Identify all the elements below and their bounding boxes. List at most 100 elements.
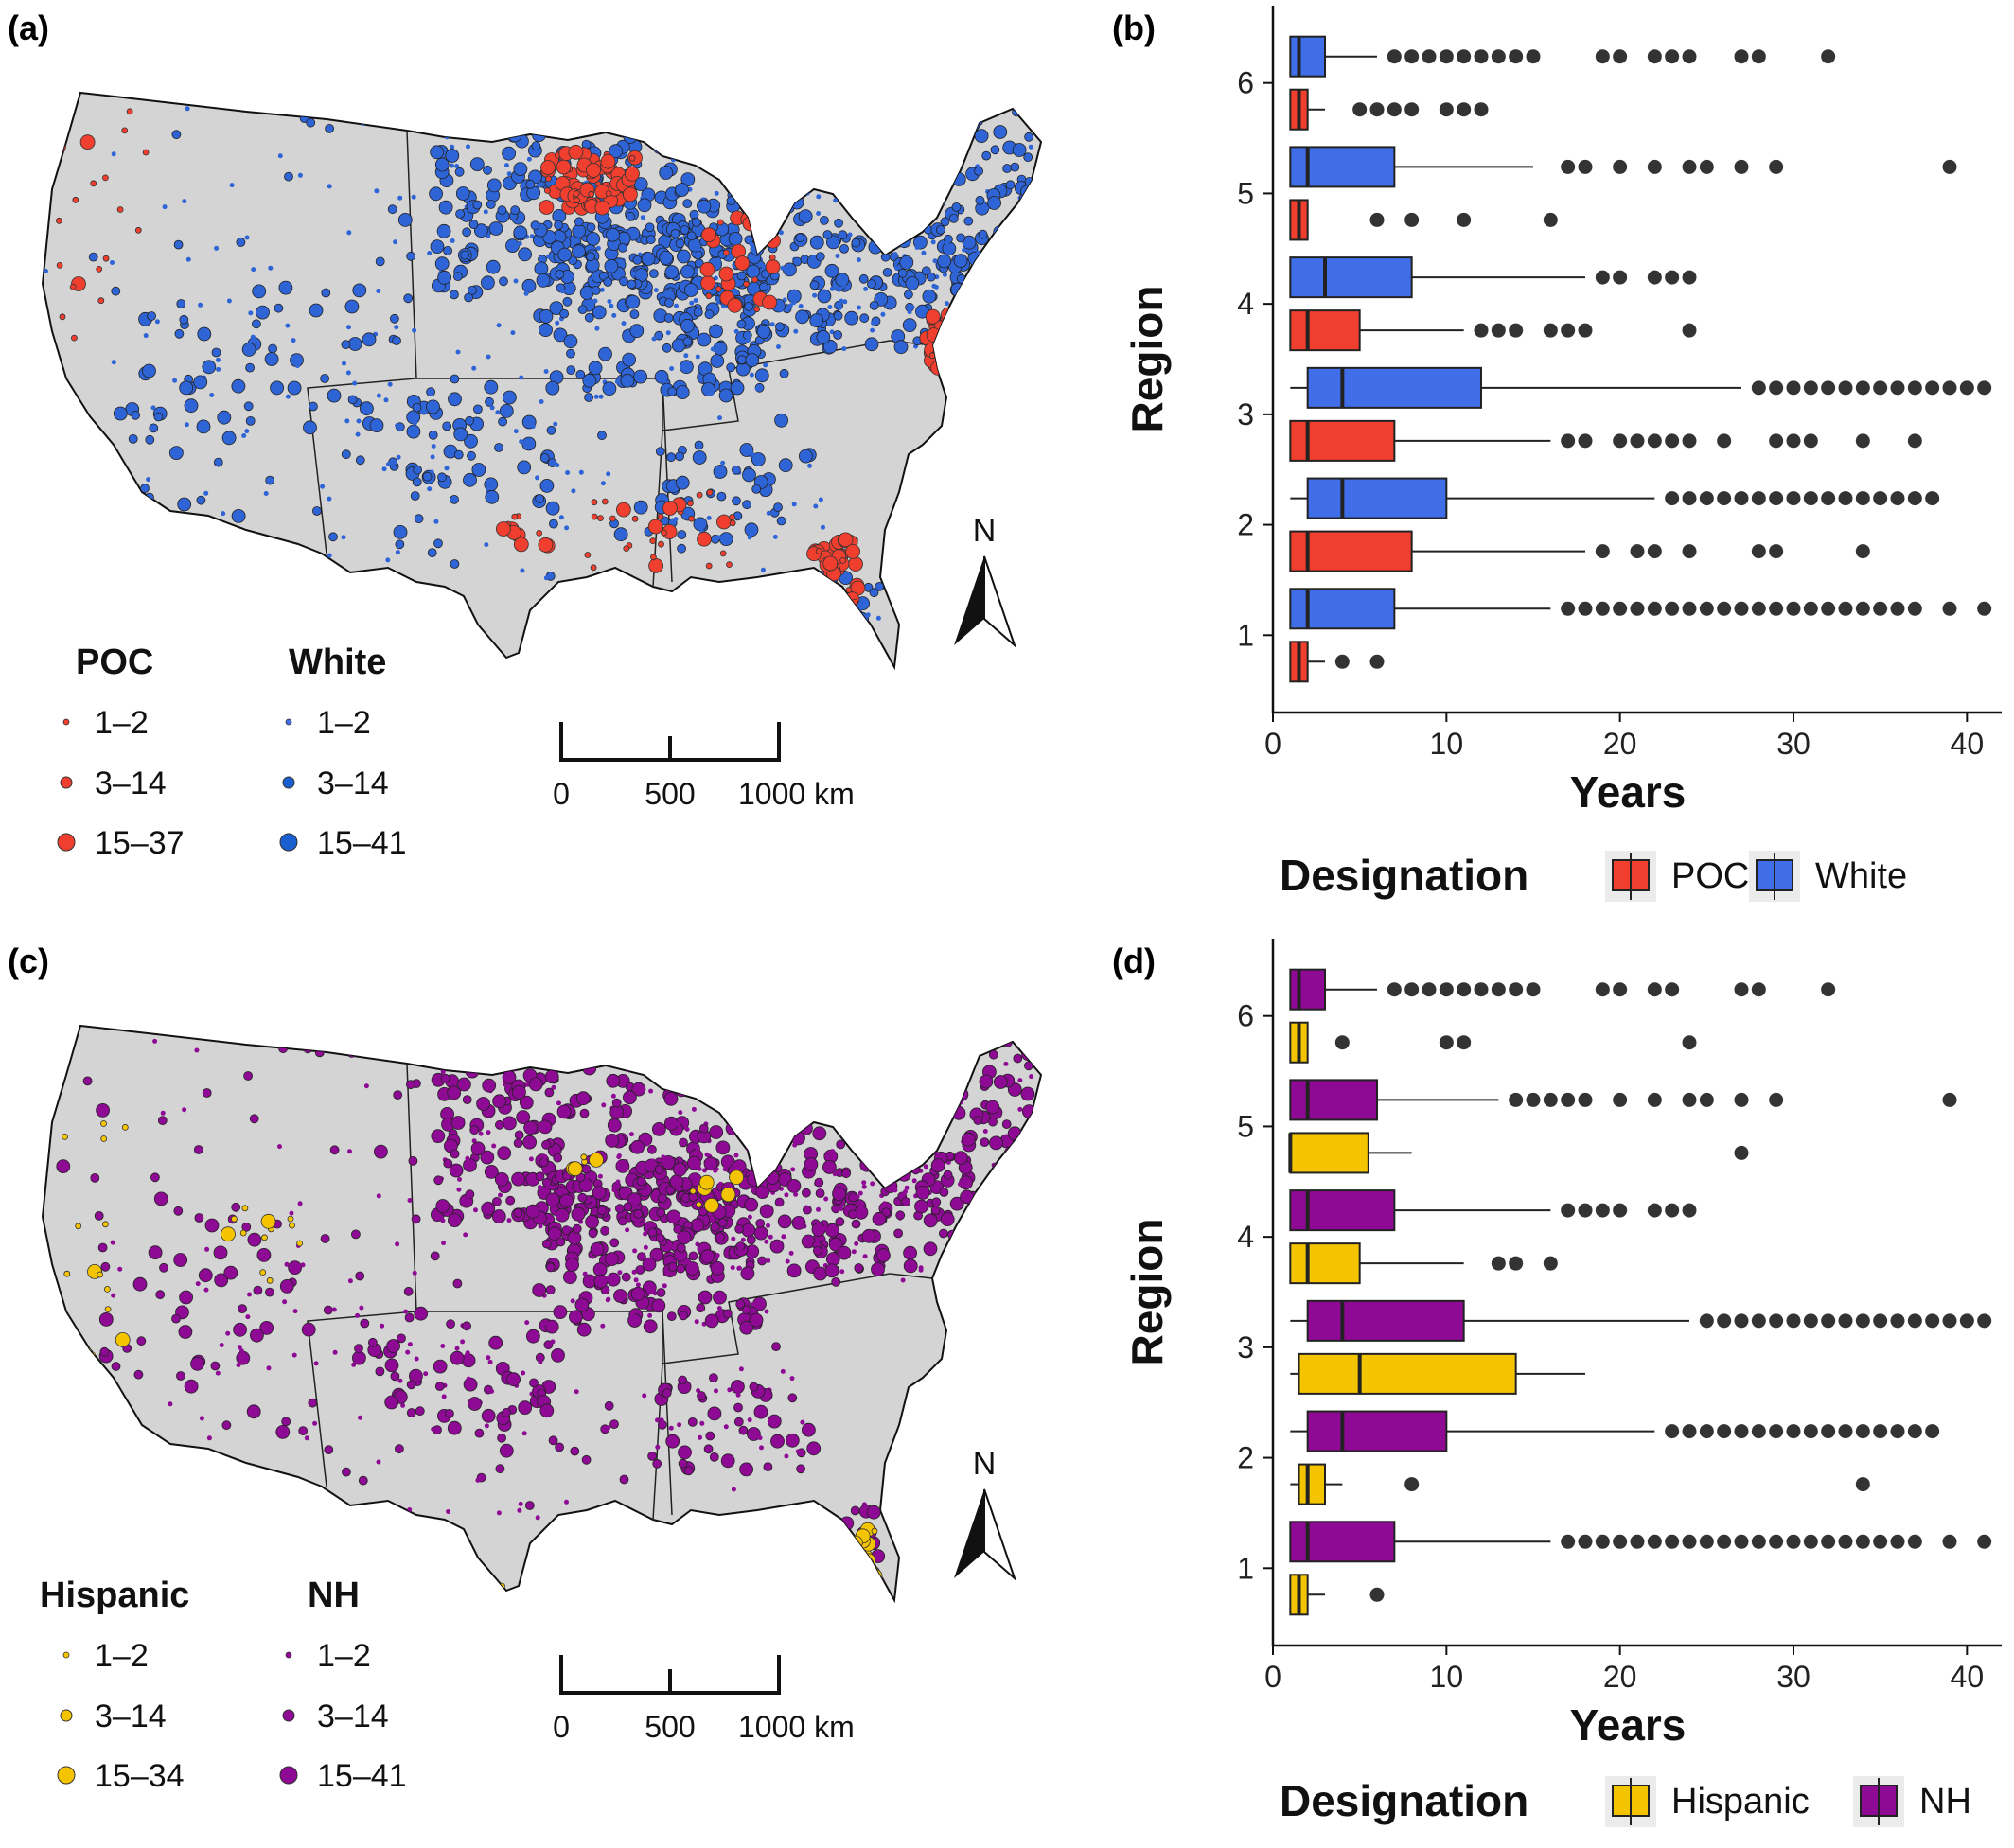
map-point xyxy=(136,1003,141,1008)
map-point xyxy=(964,1008,973,1016)
map-point xyxy=(709,1452,719,1462)
legend-dot-nh-medium xyxy=(282,1709,295,1722)
map-point-minor xyxy=(840,1575,857,1590)
map-point xyxy=(132,975,140,983)
map-point xyxy=(350,1229,361,1240)
map-point xyxy=(26,378,31,382)
map-point xyxy=(1010,162,1020,172)
map-point xyxy=(432,1042,447,1056)
outlier-point xyxy=(1665,433,1680,449)
map-point xyxy=(1000,1002,1014,1015)
map-point xyxy=(376,393,381,398)
map-point xyxy=(1022,249,1028,255)
map-point xyxy=(695,354,700,360)
map-point xyxy=(630,1286,645,1301)
north-label-c: N xyxy=(973,1446,997,1482)
map-point xyxy=(1008,93,1023,101)
map-point xyxy=(600,1323,606,1329)
outlier-point xyxy=(1855,1534,1870,1549)
map-point xyxy=(486,234,491,238)
map-point xyxy=(553,421,558,427)
map-point-minor xyxy=(858,1568,874,1584)
map-point xyxy=(718,388,733,403)
map-point xyxy=(482,1078,497,1093)
map-point xyxy=(148,990,161,1003)
outlier-point xyxy=(1769,544,1784,559)
map-point xyxy=(360,1318,370,1329)
map-point xyxy=(456,1187,462,1192)
map-point xyxy=(931,1079,946,1094)
map-point xyxy=(650,1158,656,1164)
map-point xyxy=(536,273,551,288)
map-point xyxy=(797,650,812,664)
map-point xyxy=(974,276,989,291)
map-point xyxy=(629,324,645,339)
map-point-minor xyxy=(704,1197,719,1213)
map-point xyxy=(876,162,886,172)
map-point xyxy=(822,1542,837,1558)
map-point xyxy=(904,290,913,300)
map-point-minor xyxy=(96,265,103,273)
map-point xyxy=(689,209,699,220)
outlier-point xyxy=(1873,491,1888,506)
map-point-minor xyxy=(573,190,580,198)
map-point-minor xyxy=(815,548,822,554)
map-point-minor xyxy=(60,48,65,54)
map-point xyxy=(398,195,403,201)
outlier-point xyxy=(1803,380,1818,396)
map-point xyxy=(770,1434,785,1449)
map-point xyxy=(175,1371,186,1381)
map-point xyxy=(705,1431,716,1441)
map-point xyxy=(621,1272,631,1282)
map-point xyxy=(454,167,465,177)
map-point xyxy=(993,125,1008,139)
map-point-minor xyxy=(539,1598,555,1600)
map-point xyxy=(920,1048,934,1064)
map-point-minor xyxy=(72,196,80,203)
map-point xyxy=(347,1278,353,1284)
map-point xyxy=(380,1323,385,1329)
outlier-point xyxy=(1595,1203,1610,1218)
map-point xyxy=(668,139,679,150)
map-point-minor xyxy=(623,545,630,552)
map-point xyxy=(600,1225,610,1236)
map-point-minor xyxy=(56,217,62,224)
outlier-point xyxy=(1821,1534,1836,1549)
map-point xyxy=(651,131,666,146)
map-point-minor xyxy=(115,1331,131,1347)
map-point-minor xyxy=(538,537,554,553)
map-point xyxy=(619,1474,629,1485)
map-point xyxy=(985,1100,1000,1115)
map-point xyxy=(988,1117,998,1127)
map-point xyxy=(491,113,506,128)
map-point-minor xyxy=(68,102,76,110)
map-point xyxy=(841,346,847,352)
map-point-minor xyxy=(649,537,657,544)
map-point xyxy=(682,337,693,347)
map-point xyxy=(266,1365,272,1371)
map-point xyxy=(213,934,221,942)
map-point xyxy=(221,511,226,517)
map-point xyxy=(431,1129,446,1144)
map-point xyxy=(577,305,588,315)
map-point xyxy=(513,1138,523,1149)
map-point xyxy=(761,264,767,270)
map-point xyxy=(443,1158,453,1169)
map-point xyxy=(924,1027,929,1032)
map-point-minor xyxy=(529,1558,537,1565)
map-point xyxy=(196,495,206,505)
map-point xyxy=(221,431,237,446)
map-point xyxy=(798,304,804,308)
map-point xyxy=(484,1423,489,1429)
outlier-point xyxy=(1578,1534,1593,1549)
map-point-minor xyxy=(100,1135,108,1142)
map-point xyxy=(545,380,560,396)
legend-label-white: White xyxy=(1815,856,1907,896)
outlier-point xyxy=(1404,212,1420,227)
map-point xyxy=(510,330,516,336)
map-point xyxy=(403,1309,409,1314)
map-point xyxy=(934,274,940,280)
map-point xyxy=(574,1212,579,1218)
map-point xyxy=(749,1312,764,1328)
map-point xyxy=(582,373,597,388)
